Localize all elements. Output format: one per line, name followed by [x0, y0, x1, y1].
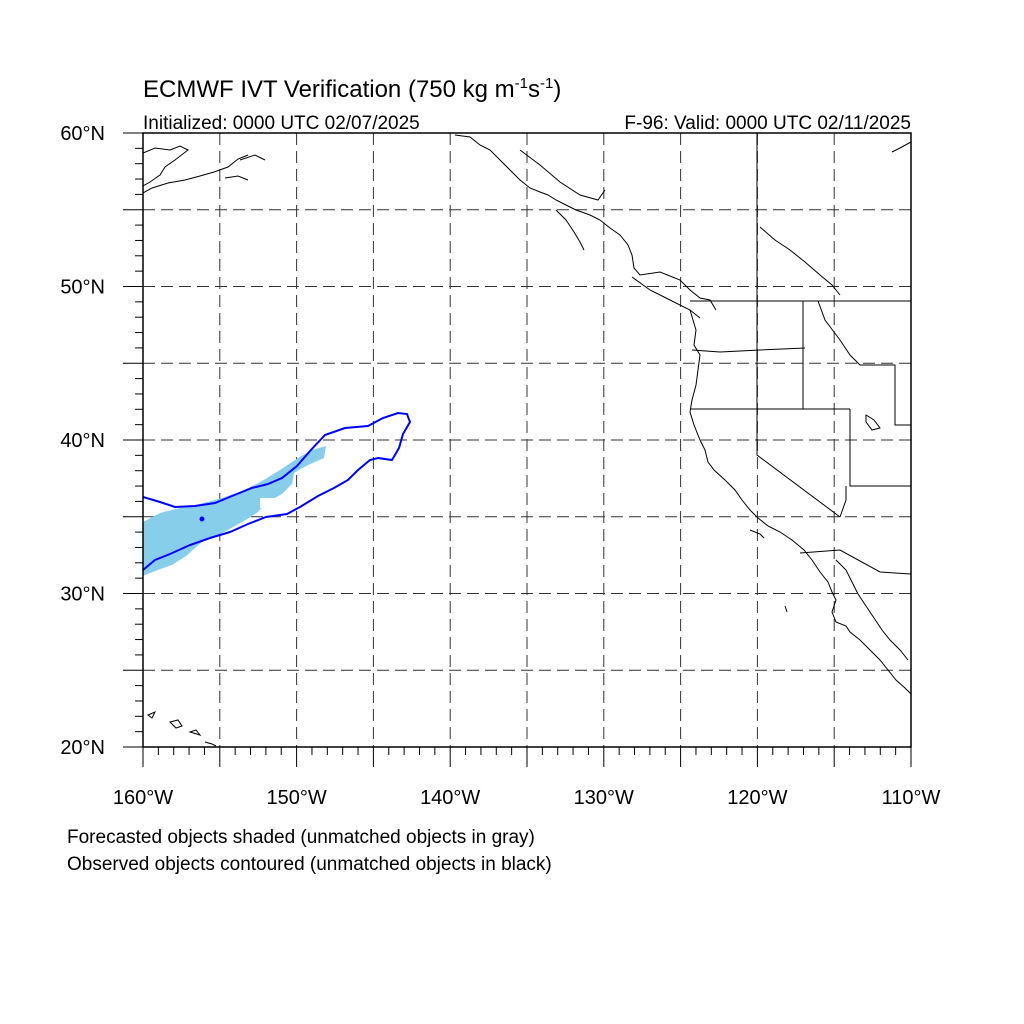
lat-tick-label: 20°N [60, 737, 105, 759]
observed-object-contour [143, 411, 412, 571]
lon-tick-label: 140°W [420, 787, 480, 809]
lon-tick-label: 160°W [113, 787, 173, 809]
lat-tick-label: 40°N [60, 430, 105, 452]
latitude-labels: 60°N 50°N 40°N 30°N 20°N [60, 123, 105, 759]
map-title: ECMWF IVT Verification (750 kg m-1s-1) [143, 75, 561, 103]
valid-time: F-96: Valid: 0000 UTC 02/11/2025 [624, 113, 911, 134]
initialized-time: Initialized: 0000 UTC 02/07/2025 [143, 113, 420, 134]
graticule-grid [143, 133, 911, 747]
longitude-labels: 160°W 150°W 140°W 130°W 120°W 110°W [113, 787, 941, 809]
lat-tick-label: 60°N [60, 123, 105, 145]
observed-object-dot [199, 516, 205, 522]
lon-tick-label: 120°W [727, 787, 787, 809]
lon-tick-label: 150°W [266, 787, 326, 809]
lon-tick-label: 130°W [574, 787, 634, 809]
forecast-object-inner [260, 498, 284, 508]
coastlines [143, 133, 911, 747]
footnote-observed: Observed objects contoured (unmatched ob… [67, 854, 552, 875]
lat-tick-label: 30°N [60, 584, 105, 606]
footnote-forecast: Forecasted objects shaded (unmatched obj… [67, 827, 535, 848]
axis-ticks [123, 132, 912, 767]
lat-tick-label: 50°N [60, 277, 105, 299]
lon-tick-label: 110°W [882, 787, 941, 809]
